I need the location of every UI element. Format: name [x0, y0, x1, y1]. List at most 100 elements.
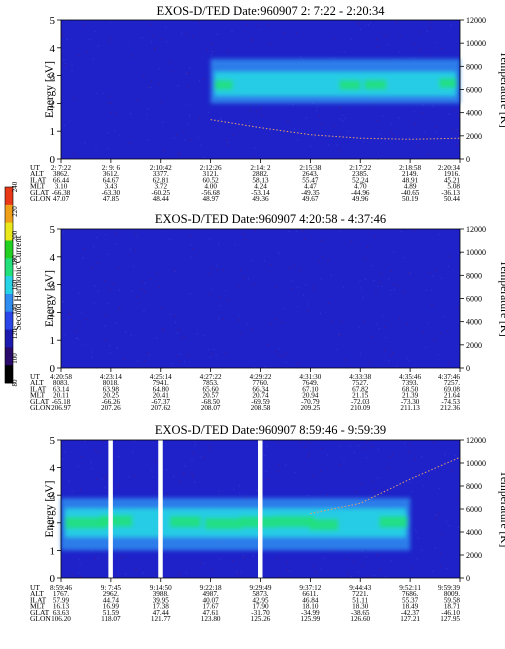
noise-speck — [308, 452, 310, 455]
noise-speck — [154, 47, 156, 49]
table-cell: 47.44 — [153, 609, 170, 617]
noise-speck — [178, 360, 181, 362]
noise-speck — [330, 274, 332, 276]
colorbar-tick-label: 140 — [11, 304, 19, 315]
noise-speck — [253, 284, 255, 286]
noise-speck — [339, 107, 341, 109]
noise-speck — [293, 128, 296, 130]
noise-speck — [110, 102, 112, 104]
noise-speck — [156, 337, 158, 340]
noise-speck — [208, 348, 210, 351]
noise-speck — [448, 113, 450, 115]
noise-speck — [281, 355, 283, 357]
table-cell: 18.30 — [352, 603, 369, 611]
band-core — [309, 518, 339, 531]
noise-speck — [423, 485, 425, 487]
noise-speck — [338, 445, 341, 447]
table-cell: 48.97 — [203, 195, 220, 203]
noise-speck — [338, 333, 340, 335]
noise-speck — [140, 287, 142, 290]
noise-speck — [240, 332, 242, 334]
table-cell: 125.99 — [300, 615, 320, 623]
noise-speck — [430, 289, 432, 291]
data-gap — [258, 440, 263, 578]
colorbar-cell — [5, 347, 13, 366]
noise-speck — [431, 304, 433, 306]
noise-speck — [437, 353, 439, 356]
panel-title: EXOS-D/TED Date:960907 4:20:58 - 4:37:46 — [155, 212, 386, 226]
noise-speck — [62, 231, 64, 233]
noise-speck — [414, 123, 417, 125]
noise-speck — [84, 248, 86, 250]
noise-speck — [161, 306, 163, 309]
noise-speck — [444, 453, 446, 456]
table-cell: 123.80 — [201, 615, 221, 623]
noise-speck — [446, 567, 448, 569]
noise-speck — [91, 351, 93, 353]
colorbar-cell — [5, 365, 13, 384]
table-cell: 8018. — [103, 379, 119, 387]
table-cell: 7257. — [444, 379, 460, 387]
noise-speck — [67, 317, 69, 320]
noise-speck — [135, 235, 137, 237]
table-cell: -53.14 — [251, 189, 270, 197]
noise-speck — [106, 148, 109, 150]
table-cell: 21.15 — [352, 392, 369, 400]
noise-speck — [333, 38, 335, 40]
table-cell: 63.14 — [53, 385, 70, 393]
noise-speck — [191, 473, 193, 475]
energy-axis-label: Energy [eV] — [44, 270, 56, 327]
noise-speck — [287, 120, 289, 122]
noise-speck — [79, 322, 81, 324]
noise-speck — [183, 473, 185, 475]
noise-speck — [326, 494, 328, 496]
noise-speck — [105, 339, 107, 342]
noise-speck — [336, 348, 338, 351]
noise-speck — [211, 43, 214, 46]
table-cell: -44.96 — [351, 189, 370, 197]
noise-speck — [132, 451, 134, 454]
noise-speck — [132, 265, 135, 267]
noise-speck — [447, 265, 450, 268]
energy-tick-label: 4 — [50, 43, 56, 55]
table-cell: 55.47 — [302, 176, 319, 184]
noise-speck — [98, 451, 100, 453]
noise-speck — [92, 58, 94, 60]
noise-speck — [150, 80, 153, 82]
noise-speck — [303, 294, 305, 296]
noise-speck — [421, 549, 423, 551]
table-cell: 9:14:50 — [150, 584, 172, 592]
noise-speck — [255, 111, 257, 113]
energy-tick-label: 0 — [50, 363, 56, 375]
noise-speck — [307, 303, 309, 305]
noise-speck — [242, 554, 244, 556]
noise-speck — [343, 461, 345, 464]
noise-speck — [83, 23, 86, 25]
table-cell: 47.07 — [53, 195, 70, 203]
noise-speck — [211, 54, 213, 56]
table-cell: 42.95 — [252, 596, 269, 604]
noise-speck — [194, 481, 196, 483]
noise-speck — [420, 31, 422, 33]
noise-speck — [125, 331, 127, 333]
table-cell: 6611. — [302, 590, 318, 598]
table-cell: 18.71 — [444, 603, 461, 611]
noise-speck — [158, 82, 160, 85]
noise-speck — [428, 271, 430, 273]
table-cell: 4:31:30 — [299, 373, 321, 381]
table-cell: -60.25 — [151, 189, 170, 197]
table-cell: -68.50 — [201, 398, 220, 406]
noise-speck — [95, 449, 97, 451]
noise-speck — [333, 125, 335, 128]
energy-tick-label: 3 — [50, 490, 56, 502]
noise-speck — [239, 315, 241, 318]
noise-speck — [458, 526, 460, 529]
noise-speck — [408, 272, 410, 274]
temperature-tick-label: 6000 — [466, 86, 482, 95]
noise-speck — [200, 456, 202, 458]
noise-speck — [213, 348, 215, 350]
table-cell: 208.58 — [251, 404, 271, 412]
noise-speck — [95, 236, 97, 239]
noise-speck — [364, 278, 366, 281]
table-cell: 2: 9: 6 — [102, 164, 121, 172]
